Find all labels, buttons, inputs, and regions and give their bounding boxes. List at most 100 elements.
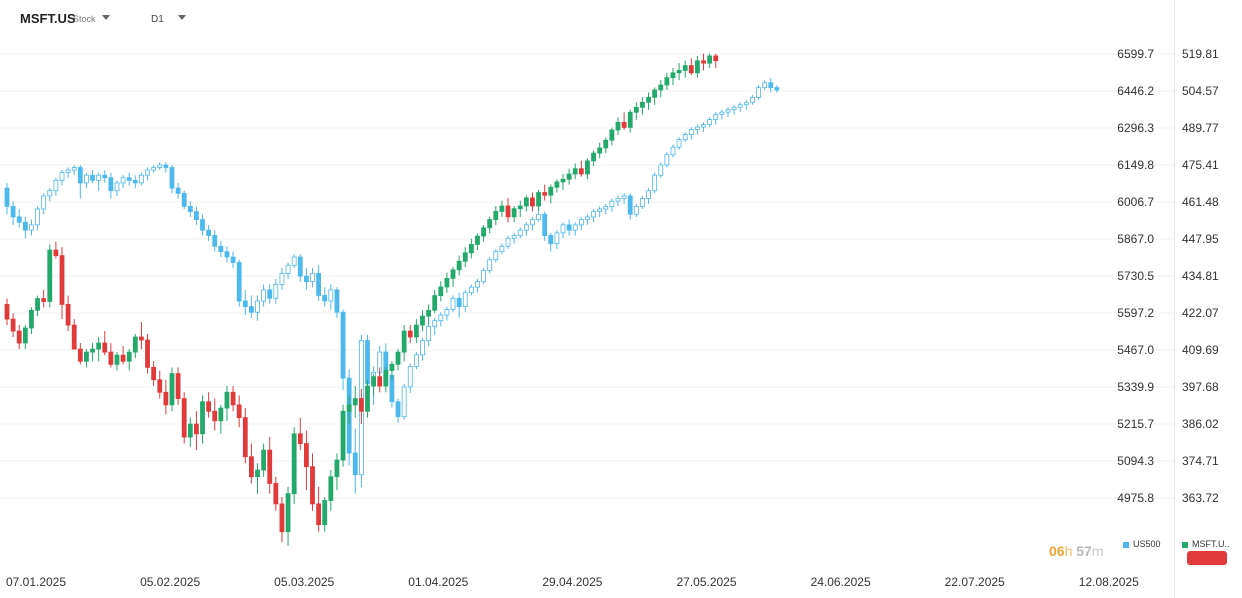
legend-swatch-us500 — [1123, 541, 1129, 548]
candle-body — [139, 336, 144, 341]
msftus-candle — [59, 247, 65, 320]
candle-body — [163, 164, 169, 168]
candle-body — [768, 82, 774, 89]
candle-body — [554, 232, 560, 244]
candle-body — [615, 198, 621, 202]
candle-body — [328, 289, 334, 302]
right-axis-tick-label: 519.81 — [1182, 47, 1219, 61]
candle-body — [273, 483, 279, 505]
candle-body — [719, 111, 725, 116]
candle-body — [10, 318, 16, 332]
candle-body — [640, 101, 645, 108]
countdown-hours: 06 — [1049, 543, 1065, 559]
us500-candle — [585, 214, 590, 225]
candle-body — [71, 167, 77, 171]
us500-candle — [132, 175, 138, 189]
us500-candle — [139, 172, 144, 186]
candle-body — [511, 208, 517, 218]
right-axis-tick-label: 363.72 — [1182, 491, 1219, 505]
right-axis-tick-label: 504.57 — [1182, 84, 1219, 98]
candle-body — [236, 262, 242, 302]
msftus-candle — [267, 437, 273, 494]
us500-candle — [340, 309, 346, 390]
msftus-candle — [566, 168, 572, 185]
candle-body — [279, 272, 285, 285]
candle-body — [145, 169, 150, 176]
legend-item-msft[interactable]: MSFT.U.. — [1182, 539, 1230, 549]
candle-body — [572, 168, 578, 175]
us500-candle — [468, 284, 474, 296]
legend-item-us500[interactable]: US500 — [1123, 539, 1161, 549]
msftus-candle — [444, 272, 450, 293]
us500-candle — [597, 206, 603, 217]
msftus-candle — [560, 173, 566, 190]
us500-candle — [591, 209, 596, 223]
us500-candle — [71, 164, 77, 176]
us500-candle — [108, 172, 114, 199]
us500-candle — [236, 259, 242, 307]
us500-candle — [756, 85, 761, 100]
candle-body — [41, 195, 47, 210]
candle-body — [560, 178, 566, 183]
candle-body — [591, 211, 596, 218]
date-axis-tick-label: 22.07.2025 — [945, 575, 1005, 589]
us500-candle — [420, 337, 425, 361]
us500-candle — [670, 144, 676, 158]
msftus-candle — [316, 486, 322, 532]
candle-body — [627, 195, 633, 215]
us500-candle — [572, 222, 578, 236]
msftus-candle — [328, 470, 334, 511]
candle-body — [633, 205, 639, 215]
msftus-candle — [701, 53, 706, 71]
candle-body — [29, 224, 34, 231]
candle-body — [47, 249, 53, 302]
date-axis-tick-label: 05.03.2025 — [274, 575, 334, 589]
msftus-candle — [187, 417, 193, 447]
date-axis: 07.01.2025 05.02.2025 05.03.2025 01.04.2025… — [6, 575, 1139, 589]
candle-body — [695, 126, 700, 130]
candle-body — [420, 340, 425, 356]
candle-body — [462, 252, 468, 262]
candle-body — [517, 229, 523, 236]
us500-candle — [4, 182, 10, 215]
right-axis-tick-label: 489.77 — [1182, 121, 1219, 135]
msftus-candle — [432, 289, 438, 314]
timeframe-selector[interactable]: D1 — [151, 14, 164, 25]
symbol-dropdown-icon[interactable] — [102, 15, 110, 20]
msftus-candle — [35, 295, 40, 317]
us500-candle — [328, 284, 334, 310]
msftus-candle — [407, 325, 413, 344]
candle-body — [536, 192, 541, 207]
candle-body — [505, 205, 511, 218]
us500-candle — [487, 257, 493, 274]
candle-body — [224, 251, 230, 258]
candle-body — [279, 503, 285, 533]
candle-body — [456, 260, 462, 271]
candle-body — [261, 449, 267, 471]
timeframe-dropdown-icon[interactable] — [178, 15, 186, 20]
msftus-candle — [462, 247, 468, 267]
us500-candle — [701, 122, 706, 133]
candle-body — [224, 391, 230, 409]
us500-candle — [725, 107, 731, 118]
us500-candle — [224, 246, 230, 263]
candle-body — [334, 459, 340, 478]
candle-body — [316, 503, 322, 526]
msftus-candle — [65, 295, 71, 332]
msftus-candle — [456, 255, 462, 276]
candle-body — [22, 221, 28, 231]
us500-candle — [96, 172, 102, 191]
msftus-candle — [120, 346, 126, 365]
candle-body — [65, 169, 71, 174]
msftus-candle — [346, 395, 352, 425]
us500-candle — [450, 295, 456, 313]
symbol-name[interactable]: MSFT.US — [20, 11, 76, 26]
candle-body — [255, 469, 260, 478]
date-axis-tick-label: 24.06.2025 — [811, 575, 871, 589]
us500-candle — [413, 352, 419, 370]
candle-body — [218, 407, 224, 422]
msftus-candle — [511, 205, 517, 223]
msftus-candle — [16, 325, 22, 350]
msftus-candle — [297, 417, 303, 451]
